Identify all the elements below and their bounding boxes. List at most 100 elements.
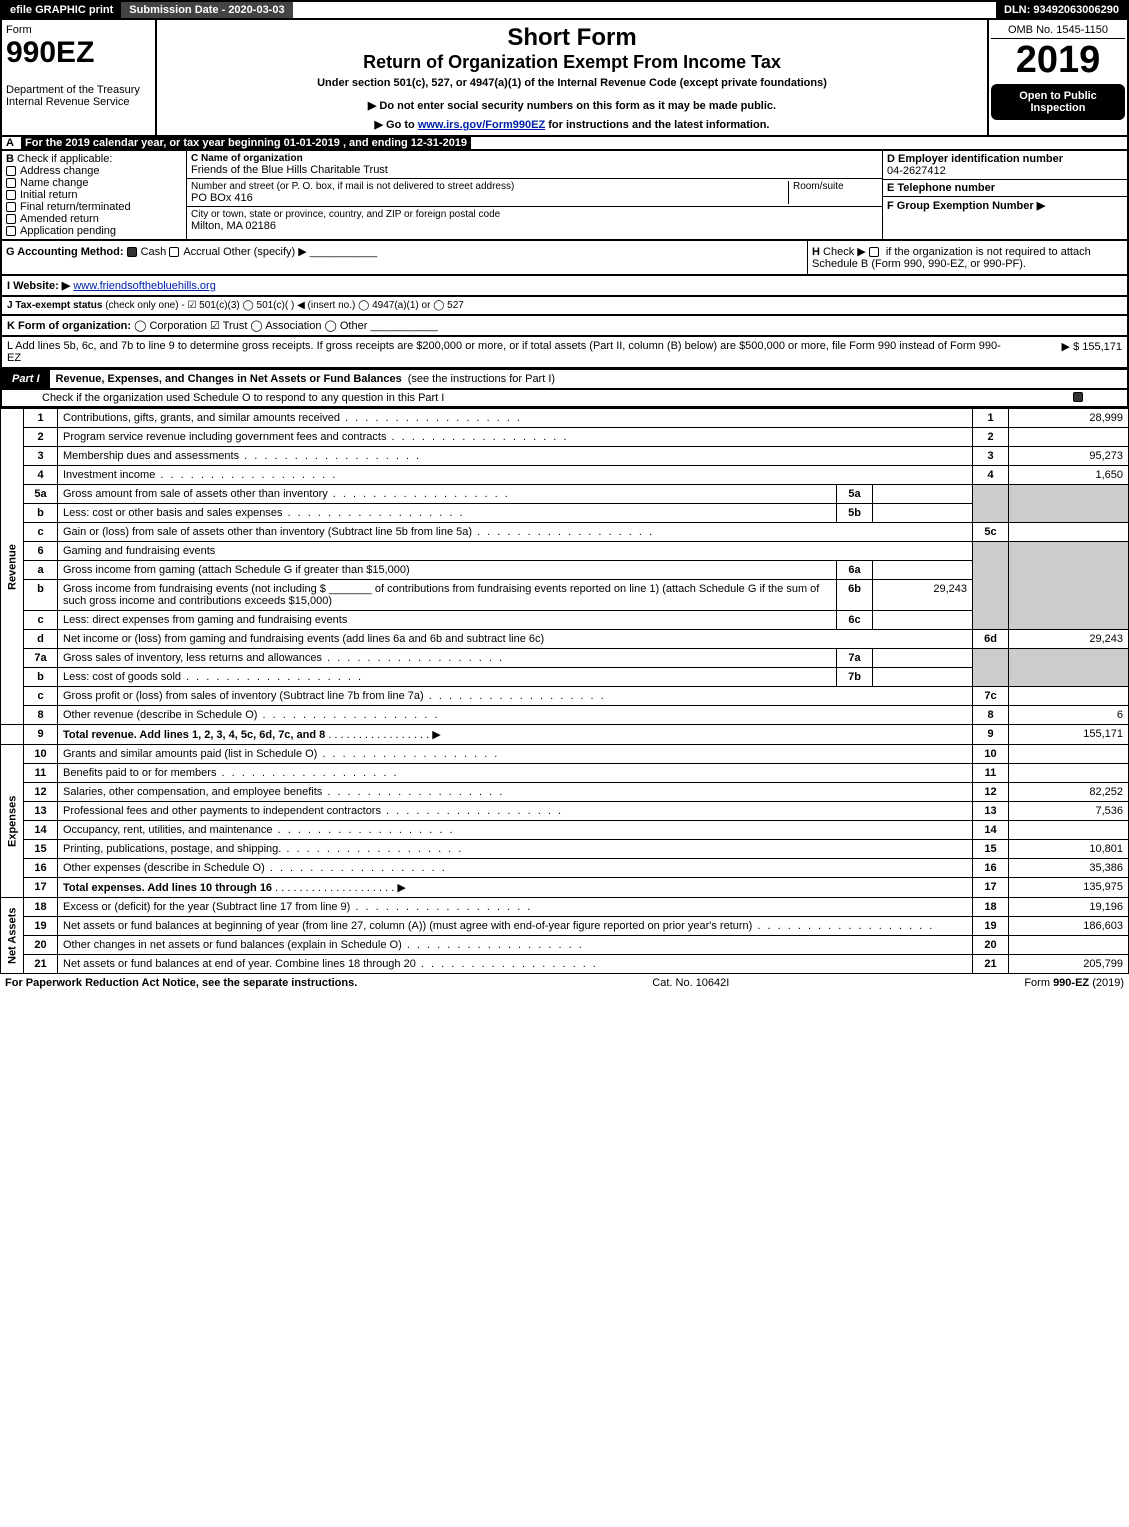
line-11-text: Benefits paid to or for members xyxy=(63,767,216,779)
line-1-text: Contributions, gifts, grants, and simila… xyxy=(63,412,340,424)
open-inspection: Open to Public Inspection xyxy=(991,84,1125,120)
table-row: bLess: cost of goods sold7b xyxy=(1,668,1129,687)
omb-number: OMB No. 1545-1150 xyxy=(991,22,1125,39)
line-20-amount xyxy=(1009,936,1129,955)
d-label: D Employer identification number xyxy=(887,153,1063,165)
section-b: B Check if applicable: Address change Na… xyxy=(0,151,1129,241)
table-row: 16Other expenses (describe in Schedule O… xyxy=(1,859,1129,878)
line-17-amount: 135,975 xyxy=(1009,878,1129,898)
under-section: Under section 501(c), 527, or 4947(a)(1)… xyxy=(161,77,983,89)
street-label: Number and street (or P. O. box, if mail… xyxy=(191,181,788,192)
city-label: City or town, state or province, country… xyxy=(191,209,878,220)
line-2-amount xyxy=(1009,428,1129,447)
line-4-amount: 1,650 xyxy=(1009,466,1129,485)
line-18-amount: 19,196 xyxy=(1009,898,1129,917)
line-21-text: Net assets or fund balances at end of ye… xyxy=(63,958,416,970)
part1-label: Part I xyxy=(2,370,50,388)
opt-amended-return[interactable]: Amended return xyxy=(20,213,99,225)
line-7c-amount xyxy=(1009,687,1129,706)
street-value: PO BOx 416 xyxy=(191,192,788,204)
line-5b-sub xyxy=(873,504,973,523)
table-row: Net Assets 18Excess or (deficit) for the… xyxy=(1,898,1129,917)
line-13-text: Professional fees and other payments to … xyxy=(63,805,381,817)
line-8-text: Other revenue (describe in Schedule O) xyxy=(63,709,257,721)
line-5a-text: Gross amount from sale of assets other t… xyxy=(63,488,328,500)
part1-check-text: Check if the organization used Schedule … xyxy=(42,392,1073,404)
line-13-amount: 7,536 xyxy=(1009,802,1129,821)
website-link[interactable]: www.friendsofthebluehills.org xyxy=(73,280,215,292)
table-row: 15Printing, publications, postage, and s… xyxy=(1,840,1129,859)
goto-suffix: for instructions and the latest informat… xyxy=(545,119,769,131)
line-6c-text: Less: direct expenses from gaming and fu… xyxy=(63,614,347,626)
j-rest: (check only one) - ☑ 501(c)(3) ◯ 501(c)(… xyxy=(105,300,464,311)
line-2-text: Program service revenue including govern… xyxy=(63,431,386,443)
opt-final-return[interactable]: Final return/terminated xyxy=(20,201,131,213)
efile-print[interactable]: efile GRAPHIC print xyxy=(2,2,121,18)
table-row: 14Occupancy, rent, utilities, and mainte… xyxy=(1,821,1129,840)
irs-link[interactable]: www.irs.gov/Form990EZ xyxy=(418,119,545,131)
table-row: Revenue 1Contributions, gifts, grants, a… xyxy=(1,409,1129,428)
line-6d-text: Net income or (loss) from gaming and fun… xyxy=(63,633,544,645)
table-row: 8Other revenue (describe in Schedule O)8… xyxy=(1,706,1129,725)
g-label: G Accounting Method: xyxy=(6,246,124,258)
line-6c-sub xyxy=(873,611,973,630)
k-rest: ◯ Corporation ☑ Trust ◯ Association ◯ Ot… xyxy=(134,320,367,332)
opt-application-pending[interactable]: Application pending xyxy=(20,225,116,237)
g-accrual[interactable]: Accrual xyxy=(183,246,220,258)
h-check: Check ▶ xyxy=(823,246,866,258)
line-7b-text: Less: cost of goods sold xyxy=(63,671,181,683)
table-row: bGross income from fundraising events (n… xyxy=(1,580,1129,611)
line-7b-sub xyxy=(873,668,973,687)
b-label: Check if applicable: xyxy=(17,153,112,165)
line-16-amount: 35,386 xyxy=(1009,859,1129,878)
l-text: L Add lines 5b, 6c, and 7b to line 9 to … xyxy=(7,340,1002,364)
line-16-text: Other expenses (describe in Schedule O) xyxy=(63,862,265,874)
opt-name-change[interactable]: Name change xyxy=(20,177,89,189)
line-4-text: Investment income xyxy=(63,469,155,481)
table-row: 19Net assets or fund balances at beginni… xyxy=(1,917,1129,936)
part1-check-row: Check if the organization used Schedule … xyxy=(0,390,1129,408)
table-row: cLess: direct expenses from gaming and f… xyxy=(1,611,1129,630)
table-row: dNet income or (loss) from gaming and fu… xyxy=(1,630,1129,649)
table-row: 11Benefits paid to or for members11 xyxy=(1,764,1129,783)
row-k: K Form of organization: ◯ Corporation ☑ … xyxy=(0,316,1129,337)
part1-note: (see the instructions for Part I) xyxy=(408,373,555,385)
g-cash[interactable]: Cash xyxy=(141,246,167,258)
line-15-amount: 10,801 xyxy=(1009,840,1129,859)
table-row: 7aGross sales of inventory, less returns… xyxy=(1,649,1129,668)
line-11-amount xyxy=(1009,764,1129,783)
g-other[interactable]: Other (specify) ▶ xyxy=(223,246,307,258)
opt-address-change[interactable]: Address change xyxy=(20,165,100,177)
line-6d-amount: 29,243 xyxy=(1009,630,1129,649)
part1-checkbox[interactable] xyxy=(1073,392,1083,402)
e-label: E Telephone number xyxy=(887,182,995,194)
expenses-label: Expenses xyxy=(1,745,24,898)
line-6b-sub: 29,243 xyxy=(873,580,973,611)
line-20-text: Other changes in net assets or fund bala… xyxy=(63,939,402,951)
line-6a-sub xyxy=(873,561,973,580)
goto-line: ▶ Go to www.irs.gov/Form990EZ for instru… xyxy=(161,118,983,131)
opt-initial-return[interactable]: Initial return xyxy=(20,189,77,201)
j-label: J Tax-exempt status xyxy=(7,300,102,311)
table-row: 17Total expenses. Add lines 10 through 1… xyxy=(1,878,1129,898)
row-l: L Add lines 5b, 6c, and 7b to line 9 to … xyxy=(0,337,1129,369)
table-row: Expenses 10Grants and similar amounts pa… xyxy=(1,745,1129,764)
line-7a-sub xyxy=(873,649,973,668)
irs-label: Internal Revenue Service xyxy=(6,96,151,108)
footer-right: Form 990-EZ (2019) xyxy=(1024,977,1124,989)
line-1-amount: 28,999 xyxy=(1009,409,1129,428)
table-row: 21Net assets or fund balances at end of … xyxy=(1,955,1129,974)
c-label: C Name of organization xyxy=(191,153,303,164)
revenue-label: Revenue xyxy=(1,409,24,725)
ssn-warning: ▶ Do not enter social security numbers o… xyxy=(161,99,983,112)
table-row: bLess: cost or other basis and sales exp… xyxy=(1,504,1129,523)
submission-date: Submission Date - 2020-03-03 xyxy=(121,2,292,18)
line-7c-text: Gross profit or (loss) from sales of inv… xyxy=(63,690,424,702)
line-19-text: Net assets or fund balances at beginning… xyxy=(63,920,752,932)
table-row: cGross profit or (loss) from sales of in… xyxy=(1,687,1129,706)
line-5c-text: Gain or (loss) from sale of assets other… xyxy=(63,526,472,538)
table-row: 12Salaries, other compensation, and empl… xyxy=(1,783,1129,802)
top-bar: efile GRAPHIC print Submission Date - 20… xyxy=(0,0,1129,20)
line-3-amount: 95,273 xyxy=(1009,447,1129,466)
table-row: 3Membership dues and assessments395,273 xyxy=(1,447,1129,466)
